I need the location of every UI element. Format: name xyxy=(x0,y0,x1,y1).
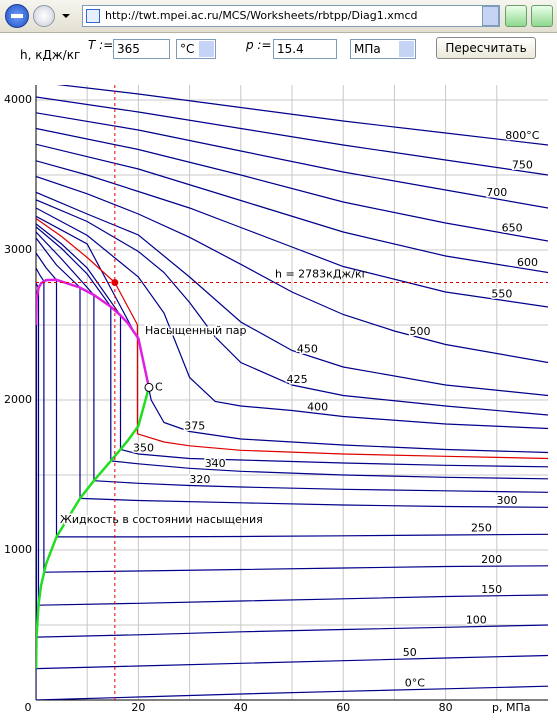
isotherm xyxy=(36,226,548,480)
saturated-liquid-curve xyxy=(36,387,151,669)
isotherm xyxy=(36,199,548,416)
isotherm xyxy=(36,112,548,209)
browser-toolbar: http://twt.mpei.ac.ru/MCS/Worksheets/rbt… xyxy=(0,0,557,33)
isotherm xyxy=(56,85,548,146)
forward-button[interactable] xyxy=(33,5,55,27)
isotherm-label: 600 xyxy=(517,256,538,269)
isotherm-label: 100 xyxy=(466,614,487,627)
isotherm-label: 450 xyxy=(297,342,318,355)
input-form: h, кДж/кг T := 365 °C p := 15.4 МПа Пере… xyxy=(0,33,557,64)
refresh-button[interactable] xyxy=(531,5,553,27)
x-tick-label: 20 xyxy=(131,701,145,714)
p-unit-select[interactable]: МПа xyxy=(350,39,416,59)
isotherm-label: 500 xyxy=(410,325,431,338)
plot-area xyxy=(36,85,548,700)
isotherm xyxy=(36,175,548,364)
history-dropdown[interactable] xyxy=(62,14,70,18)
url-text: http://twt.mpei.ac.ru/MCS/Worksheets/rbt… xyxy=(105,9,418,22)
select-arrow xyxy=(399,41,414,57)
isotherm-label: 320 xyxy=(189,473,210,486)
isotherm-label: 750 xyxy=(512,158,533,171)
isotherm-label: 550 xyxy=(491,287,512,300)
isotherm-label: 250 xyxy=(471,522,492,535)
isotherm xyxy=(36,143,548,274)
isotherm xyxy=(36,191,548,397)
critical-point-label: C xyxy=(155,380,163,393)
y-axis-label: h, кДж/кг xyxy=(20,48,81,62)
isotherm xyxy=(36,282,548,606)
isotherm xyxy=(36,207,548,430)
isotherm-label: 340 xyxy=(205,457,226,470)
y-tick-label: 1000 xyxy=(4,543,32,556)
select-arrow xyxy=(199,41,214,57)
isotherm-label: 300 xyxy=(497,494,518,507)
saturated-vapor-curve xyxy=(36,278,151,388)
saturated-liquid-label: Жидкость в состоянии насыщения xyxy=(60,513,263,526)
isotherm-label: 350 xyxy=(133,441,154,454)
p-label: p := xyxy=(246,38,272,52)
address-dropdown[interactable] xyxy=(482,6,499,26)
isotherm xyxy=(36,325,548,700)
isotherm-label: 425 xyxy=(287,373,308,386)
y-tick-label: 2000 xyxy=(4,393,32,406)
p-input[interactable]: 15.4 xyxy=(273,39,337,59)
isotherm xyxy=(36,231,548,493)
isotherm xyxy=(36,223,548,468)
isotherm xyxy=(36,267,548,573)
saturated-vapor-label: Насыщенный пар xyxy=(145,324,247,337)
isotherm xyxy=(36,160,548,308)
x-tick-label: 40 xyxy=(234,701,248,714)
isotherm-label: 200 xyxy=(481,553,502,566)
y-tick-label: 4000 xyxy=(4,93,32,106)
p-unit: МПа xyxy=(354,42,381,56)
chart: 0 20 40 60 80 1000 2000 3000 4000 p, МПа 800°C 750 7… xyxy=(4,85,548,714)
isotherm xyxy=(36,127,548,242)
go-button[interactable] xyxy=(505,5,527,27)
state-point xyxy=(111,279,119,287)
t-unit-select[interactable]: °C xyxy=(176,39,216,59)
t-unit: °C xyxy=(180,42,195,56)
isotherm xyxy=(36,215,548,454)
isotherm-label: 0°C xyxy=(405,677,425,690)
isotherm-label: 700 xyxy=(486,186,507,199)
selected-isotherm xyxy=(36,218,548,460)
x-axis-label: p, МПа xyxy=(492,701,530,714)
address-bar[interactable]: http://twt.mpei.ac.ru/MCS/Worksheets/rbt… xyxy=(82,5,500,27)
back-arrow xyxy=(11,14,23,18)
isotherm-label: 150 xyxy=(481,583,502,596)
isotherm xyxy=(36,96,548,176)
x-tick-label: 80 xyxy=(439,701,453,714)
isotherm xyxy=(36,252,548,538)
back-button[interactable] xyxy=(5,4,29,28)
t-label: T := xyxy=(88,38,114,52)
critical-point xyxy=(144,382,154,392)
isotherm-label: 800°C xyxy=(505,129,539,142)
t-input[interactable]: 365 xyxy=(113,39,170,59)
isotherm-label: 50 xyxy=(403,646,417,659)
state-point-label: h = 2783кДж/кг xyxy=(275,268,368,281)
isotherm xyxy=(36,237,548,508)
isotherm-label: 375 xyxy=(184,419,205,432)
x-tick-label: 0 xyxy=(25,701,32,714)
x-tick-label: 60 xyxy=(336,701,350,714)
isotherm-label: 400 xyxy=(307,401,328,414)
isotherm-label: 650 xyxy=(502,222,523,235)
page-icon xyxy=(86,9,100,23)
y-tick-label: 3000 xyxy=(4,243,32,256)
recalculate-button[interactable]: Пересчитать xyxy=(436,37,536,59)
isotherm xyxy=(36,311,548,670)
